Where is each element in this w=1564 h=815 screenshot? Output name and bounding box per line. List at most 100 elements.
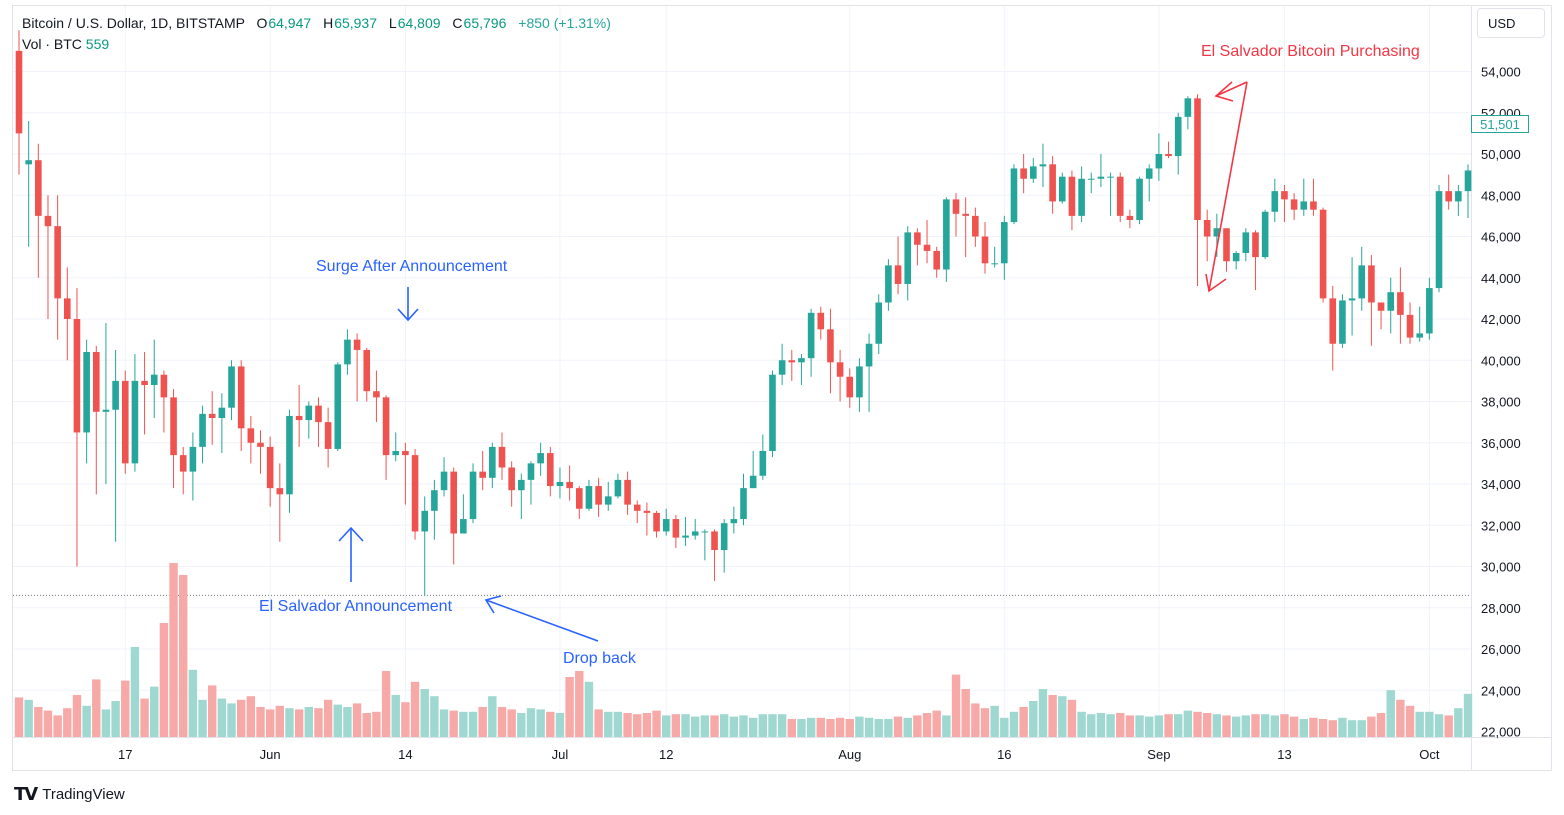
- candle-body: [1435, 191, 1443, 289]
- candle-body: [991, 263, 998, 265]
- volume-bar: [420, 689, 429, 737]
- volume-bar: [1135, 715, 1144, 737]
- volume-bar: [1029, 701, 1038, 737]
- candle-body: [257, 442, 264, 447]
- volume-bar: [565, 677, 574, 737]
- candle-body: [759, 451, 767, 476]
- candle-body: [160, 374, 168, 398]
- candle-body: [527, 463, 535, 480]
- volume-bar: [758, 714, 768, 737]
- candle-body: [1030, 166, 1037, 179]
- volume-bar: [1463, 693, 1473, 737]
- volume-bar: [1309, 717, 1318, 737]
- annotation-arrows: [338, 81, 1248, 642]
- candle-body: [875, 302, 883, 344]
- volume-value: 559: [85, 36, 110, 52]
- candle-body: [720, 523, 728, 550]
- last-price-badge: 51,501: [1471, 115, 1529, 133]
- tradingview-name: TradingView: [42, 785, 125, 803]
- candle-body: [653, 512, 660, 532]
- candle-body: [489, 446, 496, 478]
- volume-bar: [1415, 711, 1424, 737]
- volume-bar: [748, 717, 758, 737]
- candle-body: [373, 391, 380, 398]
- volume-bar: [884, 719, 893, 737]
- volume-bar: [604, 711, 613, 737]
- volume-bar: [314, 708, 323, 737]
- candle-body: [1165, 154, 1172, 157]
- candle-body: [633, 504, 641, 511]
- volume-bar: [700, 715, 710, 737]
- candle-body: [392, 451, 400, 456]
- volume-bar: [893, 716, 903, 737]
- volume-bar: [555, 713, 565, 737]
- candle-body: [972, 215, 979, 237]
- candle-body: [778, 360, 786, 375]
- candle-body: [92, 352, 100, 412]
- candle-body: [1223, 228, 1230, 262]
- time-axis-labels: 17 Jun 14 Jul 12 Aug 16 Sep 13 Oct: [118, 747, 1440, 762]
- volume-bar: [1318, 719, 1328, 737]
- volume-bar: [1087, 714, 1096, 737]
- candle-body: [923, 244, 931, 251]
- volume-bar: [874, 719, 883, 737]
- volume-bar: [372, 711, 381, 737]
- volume-bar: [1367, 716, 1376, 737]
- volume-bar: [1000, 717, 1009, 737]
- volume-bar: [1289, 716, 1299, 737]
- volume-bar: [681, 714, 690, 737]
- volume-bar: [150, 686, 159, 737]
- time-tick-label: 14: [398, 747, 412, 762]
- volume-bar: [34, 707, 43, 737]
- candle-body: [547, 453, 554, 487]
- candle-body: [566, 481, 573, 489]
- candle-body: [450, 471, 457, 534]
- tradingview-logo[interactable]: 𝗧𝗩 TradingView: [14, 784, 125, 805]
- volume-bar: [352, 703, 362, 737]
- volume-bar: [816, 717, 825, 737]
- candle-body: [1406, 314, 1414, 338]
- close-label: C: [452, 15, 463, 31]
- candle-body: [1039, 164, 1047, 167]
- open-value: 64,947: [268, 15, 312, 31]
- candle-body: [363, 349, 371, 392]
- volume-bar: [179, 575, 188, 737]
- currency-button[interactable]: USD: [1477, 8, 1545, 38]
- volume-bar: [1231, 716, 1241, 737]
- volume-bar: [671, 714, 681, 737]
- volume-bar: [797, 719, 806, 737]
- candle-body: [856, 366, 863, 398]
- volume-bar: [980, 708, 990, 737]
- volume-bar: [1405, 705, 1415, 737]
- candle-body: [1174, 116, 1182, 157]
- candle-body: [740, 488, 747, 520]
- volume-bar: [468, 711, 478, 737]
- volume-bar: [169, 563, 178, 737]
- volume-bar: [198, 699, 207, 737]
- candle-body: [1377, 302, 1385, 311]
- candle-body: [15, 50, 23, 134]
- volume-bar: [391, 695, 400, 737]
- price-tick-label: 46,000: [1481, 230, 1521, 245]
- symbol-title[interactable]: Bitcoin / U.S. Dollar, 1D, BITSTAMP: [22, 15, 245, 31]
- volume-bar: [739, 715, 748, 737]
- candle-body: [1464, 170, 1472, 192]
- candle-body: [1300, 201, 1308, 210]
- volume-bars: [14, 563, 1473, 737]
- candle-body: [64, 298, 71, 319]
- time-tick-label: Jun: [260, 747, 281, 762]
- volume-bar: [1241, 715, 1251, 737]
- volume-bar: [265, 709, 275, 737]
- candle-body: [865, 343, 873, 367]
- candle-body: [1078, 178, 1085, 216]
- volume-bar: [1193, 711, 1202, 737]
- candle-body: [604, 496, 612, 505]
- surge-arrow: [397, 287, 419, 322]
- volume-label[interactable]: Vol · BTC: [22, 36, 82, 52]
- candle-body: [537, 453, 544, 464]
- high-label: H: [323, 15, 334, 31]
- volume-bar: [188, 669, 198, 737]
- volume-bar: [1077, 711, 1086, 737]
- close-value: 65,796: [463, 15, 507, 31]
